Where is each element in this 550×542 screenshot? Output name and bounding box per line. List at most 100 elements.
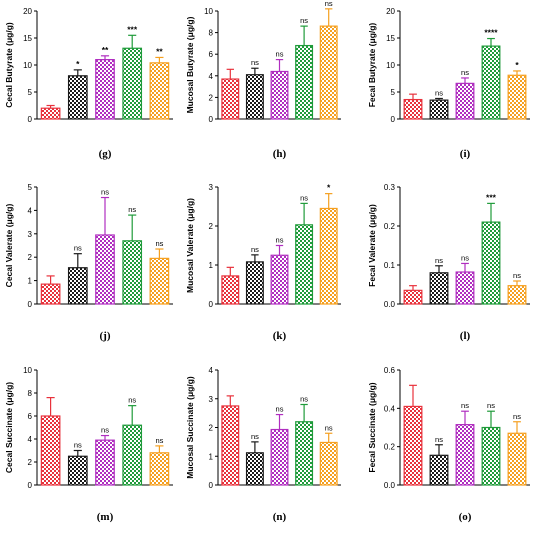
y-tick-label: 10 <box>204 7 213 16</box>
significance-label: ns <box>300 193 308 202</box>
y-tick-label: 6 <box>28 412 33 421</box>
y-axis-label: Mucosal Valerate (μg/g) <box>185 198 195 293</box>
significance-label: **** <box>484 28 498 38</box>
y-tick-label: 15 <box>23 34 32 43</box>
significance-label: ns <box>276 405 284 414</box>
bar <box>270 428 289 486</box>
bar <box>95 439 115 486</box>
significance-label: ns <box>461 253 469 262</box>
y-tick-label: 8 <box>209 29 214 38</box>
bar <box>245 74 264 120</box>
significance-label: ** <box>156 46 163 56</box>
chart-panel: 0.0 0.1 0.2 0.3 Fecal Valerate (μg/g) ns ns ***… <box>367 183 530 342</box>
bar <box>67 267 88 305</box>
bar <box>481 45 501 120</box>
panel-label: (n) <box>273 511 287 523</box>
chart-panel: 0 2 4 6 8 10 Cecal Succinate (μg/g) ns ns ns ns (m) <box>4 366 173 523</box>
significance-label: * <box>76 59 80 69</box>
panel-label: (g) <box>99 148 112 160</box>
y-tick-label: 5 <box>28 183 33 192</box>
y-tick-label: 6 <box>209 50 214 59</box>
y-tick-label: 5 <box>391 88 396 97</box>
significance-label: ns <box>74 244 82 253</box>
y-tick-label: 20 <box>386 7 395 16</box>
y-tick-label: 3 <box>28 230 33 239</box>
bar <box>481 221 501 305</box>
chart-panel: 0 1 2 3 4 Mucosal Succinate (μg/g) ns ns ns ns (n) <box>185 366 341 523</box>
y-axis-label: Mucosal Butyrate (μg/g) <box>185 16 195 113</box>
significance-label: ns <box>435 256 443 265</box>
bar <box>403 405 423 486</box>
bar <box>149 62 170 120</box>
bar <box>122 240 143 305</box>
y-tick-label: 0 <box>28 300 33 309</box>
y-axis-label: Mucosal Succinate (μg/g) <box>185 376 195 479</box>
y-tick-label: 3 <box>209 395 214 404</box>
bar <box>403 289 423 305</box>
bar <box>67 75 88 120</box>
chart-panel: 0 2 4 6 8 10 Mucosal Butyrate (μg/g) ns ns ns ns (h… <box>185 0 341 160</box>
bar <box>429 99 449 120</box>
y-tick-label: 0.4 <box>384 404 396 413</box>
bar <box>319 25 338 120</box>
y-tick-label: 0.1 <box>384 261 396 270</box>
bar <box>122 47 143 120</box>
y-axis-label: Cecal Valerate (μg/g) <box>4 204 14 288</box>
significance-label: ns <box>155 436 163 445</box>
bar <box>245 261 264 305</box>
bar <box>270 254 289 305</box>
y-tick-label: 10 <box>23 61 32 70</box>
bar <box>149 257 170 305</box>
significance-label: ns <box>251 245 259 254</box>
chart-panel: 0 1 2 3 4 5 Cecal Valerate (μg/g) ns ns ns ns (j) <box>4 183 173 342</box>
bar <box>40 107 61 120</box>
y-tick-label: 15 <box>386 34 395 43</box>
y-tick-label: 1 <box>209 452 214 461</box>
bar <box>455 82 475 120</box>
significance-label: *** <box>127 24 138 34</box>
bar <box>295 224 314 305</box>
significance-label: ns <box>101 188 109 197</box>
panel-label: (l) <box>460 330 471 342</box>
y-axis-label: Cecal Succinate (μg/g) <box>4 382 14 473</box>
significance-label: ** <box>102 45 109 55</box>
significance-label: ns <box>513 271 521 280</box>
y-tick-label: 4 <box>28 206 33 215</box>
bar <box>403 98 423 120</box>
chart-panel: 0.0 0.2 0.4 0.6 Fecal Succinate (μg/g) ns ns ns… <box>367 366 530 523</box>
significance-label: ns <box>435 88 443 97</box>
y-tick-label: 5 <box>28 88 33 97</box>
significance-label: * <box>515 60 519 70</box>
significance-label: *** <box>486 192 497 202</box>
y-tick-label: 2 <box>209 93 214 102</box>
y-tick-label: 0.6 <box>384 366 396 375</box>
y-tick-label: 0 <box>391 115 396 124</box>
panel-label: (j) <box>100 330 111 342</box>
y-tick-label: 4 <box>209 72 214 81</box>
bar <box>455 424 475 486</box>
bar <box>95 58 115 120</box>
y-tick-label: 2 <box>28 458 33 467</box>
y-tick-label: 0 <box>28 115 33 124</box>
bar <box>95 234 115 305</box>
significance-label: ns <box>461 401 469 410</box>
bar <box>122 424 143 486</box>
y-tick-label: 0 <box>209 481 214 490</box>
significance-label: ns <box>276 236 284 245</box>
y-tick-label: 2 <box>209 424 214 433</box>
y-tick-label: 1 <box>28 277 33 286</box>
significance-label: ns <box>300 16 308 25</box>
significance-label: ns <box>513 412 521 421</box>
y-tick-label: 4 <box>28 435 33 444</box>
significance-label: ns <box>461 68 469 77</box>
panel-label: (m) <box>97 511 114 523</box>
panel-label: (o) <box>459 511 472 523</box>
significance-label: ns <box>435 435 443 444</box>
panel-label: (h) <box>273 148 287 160</box>
y-tick-label: 0 <box>28 481 33 490</box>
panel-label: (k) <box>273 330 287 342</box>
y-tick-label: 1 <box>209 261 214 270</box>
y-tick-label: 8 <box>28 389 33 398</box>
